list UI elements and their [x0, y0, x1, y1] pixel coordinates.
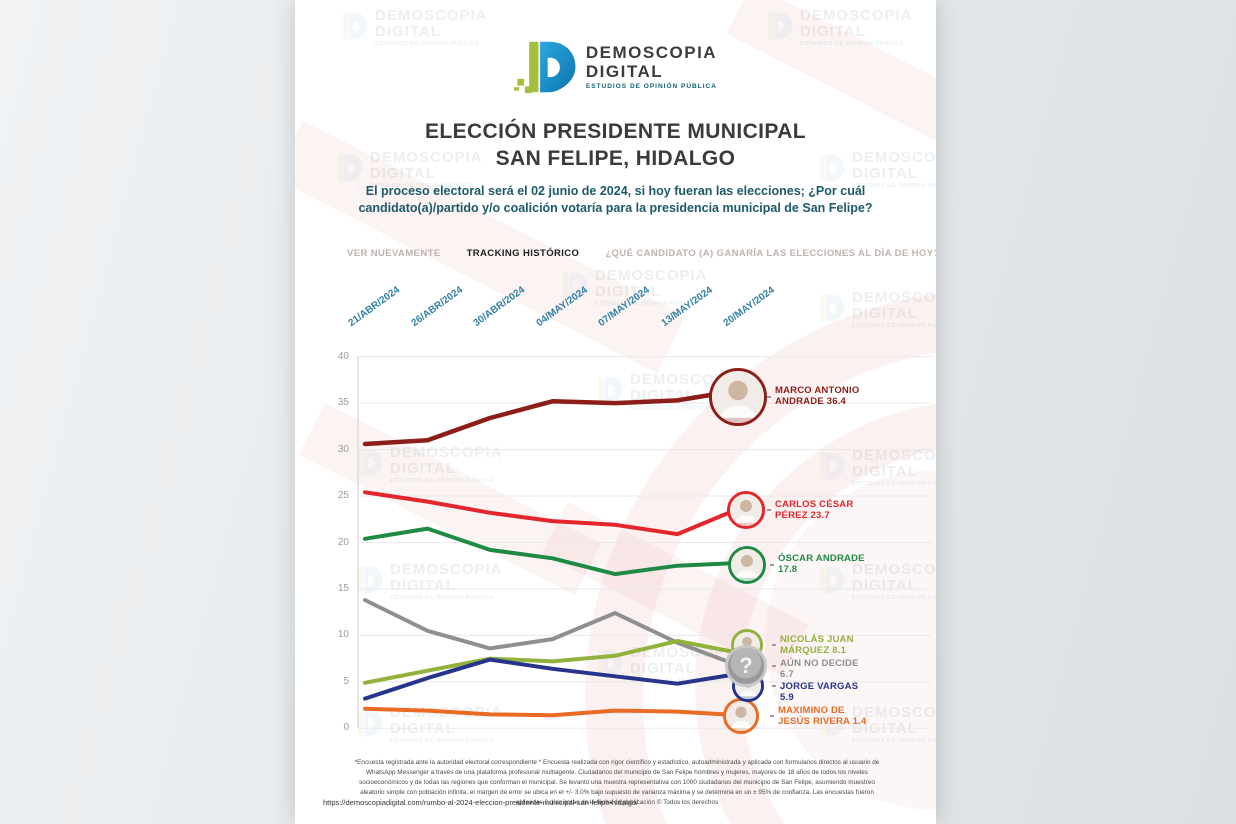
y-tick-label: 30: [337, 443, 349, 455]
legend-label-3: AÚN NO DECIDE 6.7: [780, 658, 859, 681]
view-tabs: VER NUEVAMENTE TRACKING HISTÓRICO ¿QUÉ C…: [347, 248, 936, 259]
brand-name-line2: DIGITAL: [585, 61, 664, 81]
y-tick-label: 35: [337, 397, 349, 409]
page-title: ELECCIÓN PRESIDENTE MUNICIPAL SAN FELIPE…: [295, 118, 936, 173]
legend-tick: [767, 396, 771, 398]
brand-watermark-tile: DEMOSCOPIA DIGITAL ESTUDIOS DE OPINIÓN P…: [812, 290, 936, 329]
survey-question: El proceso electoral será el 02 junio de…: [358, 184, 873, 215]
candidate-avatar-1: [727, 491, 765, 529]
legend-label-5: JORGE VARGAS 5.9: [780, 681, 859, 704]
demoscopia-logo-icon: [513, 41, 576, 94]
series-line-2: [363, 526, 742, 577]
legend-label-4: NICOLÁS JUAN MÁRQUEZ 8.1: [780, 634, 854, 657]
legend-tick: [772, 644, 776, 646]
y-tick-label: 25: [337, 490, 349, 502]
date-label-1: 26/ABR/2024: [409, 284, 465, 329]
candidate-avatar-0: [709, 368, 767, 426]
series-line-0: [362, 387, 743, 447]
y-tick-label: 10: [337, 629, 349, 641]
series-line-5: [363, 657, 742, 701]
brand-name-line1: DEMOSCOPIA: [585, 43, 718, 63]
source-url[interactable]: https://demoscopiadigital.com/rumbo-al-2…: [323, 798, 639, 807]
legend-label-0: MARCO ANTONIO ANDRADE 36.4: [775, 385, 860, 408]
date-label-0: 21/ABR/2024: [346, 284, 403, 329]
title-line1: ELECCIÓN PRESIDENTE MUNICIPAL: [424, 120, 807, 143]
tracking-line-chart: [357, 356, 931, 729]
candidate-photo-silhouette: [730, 494, 762, 526]
series-line-3: [363, 598, 742, 669]
tab-tracking-historico[interactable]: TRACKING HISTÓRICO: [466, 248, 580, 259]
legend-label-2: ÓSCAR ANDRADE 17.8: [778, 553, 865, 576]
candidate-photo-silhouette: [712, 371, 764, 423]
date-label-3: 04/MAY/2024: [534, 284, 590, 329]
brand-header: DEMOSCOPIA DIGITAL ESTUDIOS DE OPINIÓN P…: [295, 34, 936, 100]
y-tick-label: 40: [337, 350, 349, 362]
brand-text: DEMOSCOPIA DIGITAL ESTUDIOS DE OPINIÓN P…: [585, 43, 718, 90]
y-tick-label: 20: [337, 536, 349, 548]
watermark-text: DEMOSCOPIA DIGITAL ESTUDIOS DE OPINIÓN P…: [852, 289, 936, 329]
candidate-photo-silhouette: [726, 701, 756, 731]
series-line-1: [363, 490, 742, 537]
y-tick-label: 5: [343, 675, 349, 687]
y-tick-label: 15: [337, 582, 349, 594]
undecided-question-avatar: ?: [725, 645, 767, 687]
legend-label-1: CARLOS CÉSAR PÉREZ 23.7: [775, 499, 854, 522]
candidate-photo-silhouette: [731, 549, 763, 581]
series-line-4: [363, 639, 742, 685]
date-label-5: 13/MAY/2024: [659, 284, 715, 329]
series-line-6: [363, 706, 742, 718]
date-label-2: 30/ABR/2024: [471, 284, 528, 329]
legend-tick: [767, 509, 771, 511]
methodology-footnote: *Encuesta registrada ante la autoridad e…: [354, 759, 880, 806]
date-label-6: 20/MAY/2024: [721, 284, 777, 329]
legend-tick: [770, 564, 774, 566]
legend-label-6: MAXIMINO DE JESÚS RIVERA 1.4: [778, 705, 867, 728]
candidate-avatar-2: [728, 546, 766, 584]
date-label-4: 07/MAY/2024: [596, 284, 652, 329]
title-line2: SAN FELIPE, HIDALGO: [495, 147, 736, 171]
legend-tick: [772, 685, 776, 687]
tab-ver-nuevamente[interactable]: VER NUEVAMENTE: [347, 248, 441, 259]
watermark-logo-icon: [820, 294, 845, 322]
legend-tick: [770, 715, 774, 717]
candidate-avatar-6: [723, 698, 759, 734]
brand-tagline: ESTUDIOS DE OPINIÓN PÚBLICA: [585, 82, 717, 90]
infographic-page: DEMOSCOPIA DIGITAL ESTUDIOS DE OPINIÓN P…: [295, 0, 936, 824]
legend-tick: [772, 665, 776, 667]
tab-que-candidato-ganaria[interactable]: ¿QUÉ CANDIDATO (A) GANARÍA LAS ELECCIONE…: [605, 248, 936, 259]
y-tick-label: 0: [343, 722, 349, 734]
